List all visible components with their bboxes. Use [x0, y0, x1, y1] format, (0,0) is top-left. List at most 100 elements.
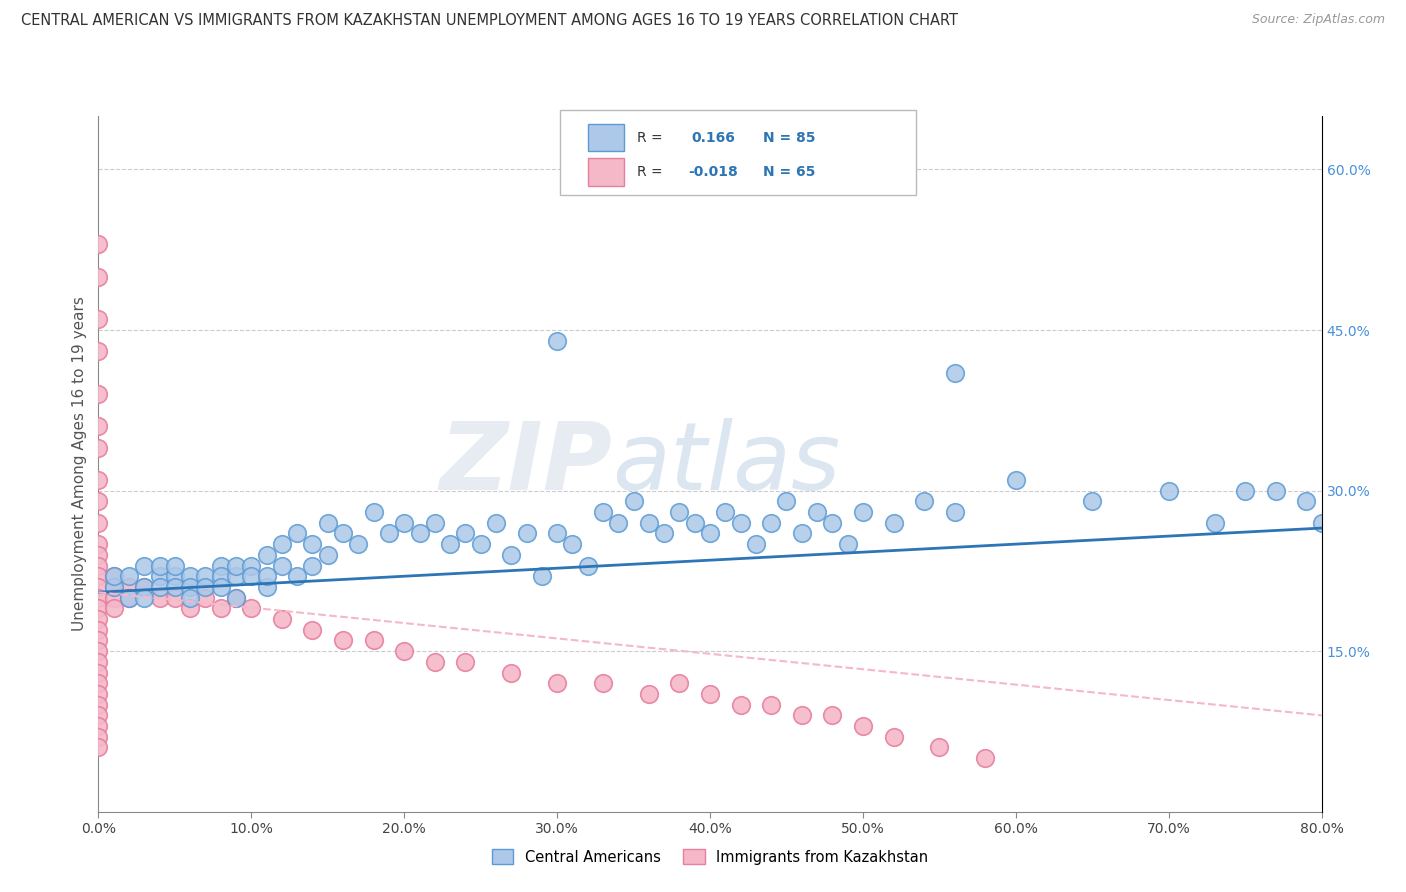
Point [163, 580, 186, 594]
Point [546, 334, 568, 348]
FancyBboxPatch shape [588, 159, 624, 186]
Point [87, 719, 110, 733]
Point [378, 526, 401, 541]
Legend: Central Americans, Immigrants from Kazakhstan: Central Americans, Immigrants from Kazak… [485, 844, 935, 871]
Point [270, 537, 292, 551]
Point [607, 516, 630, 530]
Text: R =: R = [637, 130, 666, 145]
Point [256, 548, 278, 562]
Point [821, 708, 844, 723]
Point [730, 516, 752, 530]
Point [87, 473, 110, 487]
Point [87, 730, 110, 744]
Point [592, 676, 614, 690]
Point [118, 569, 141, 583]
Point [699, 526, 721, 541]
Point [301, 537, 323, 551]
Point [668, 676, 690, 690]
Point [501, 548, 523, 562]
Point [87, 676, 110, 690]
Point [883, 730, 905, 744]
Point [87, 387, 110, 401]
Point [225, 558, 247, 573]
Point [134, 580, 156, 594]
Point [87, 644, 110, 658]
Point [87, 558, 110, 573]
Point [285, 526, 308, 541]
Point [837, 537, 859, 551]
Point [974, 751, 997, 765]
Point [363, 633, 385, 648]
Point [225, 591, 247, 605]
Point [240, 601, 263, 615]
Point [87, 516, 110, 530]
Point [134, 591, 156, 605]
Point [759, 516, 782, 530]
Point [1081, 494, 1104, 508]
Point [392, 516, 416, 530]
Text: CENTRAL AMERICAN VS IMMIGRANTS FROM KAZAKHSTAN UNEMPLOYMENT AMONG AGES 16 TO 19 : CENTRAL AMERICAN VS IMMIGRANTS FROM KAZA… [21, 13, 957, 29]
Text: N = 65: N = 65 [762, 165, 815, 179]
Point [1157, 483, 1180, 498]
Point [103, 580, 125, 594]
Point [699, 687, 721, 701]
Point [1310, 516, 1333, 530]
Point [256, 569, 278, 583]
Point [623, 494, 645, 508]
Point [134, 558, 156, 573]
Point [87, 633, 110, 648]
Point [637, 516, 661, 530]
Point [683, 516, 706, 530]
Text: ZIP: ZIP [439, 417, 612, 510]
Point [87, 698, 110, 712]
Point [485, 516, 508, 530]
FancyBboxPatch shape [560, 111, 915, 194]
Point [118, 580, 141, 594]
Point [775, 494, 797, 508]
Point [87, 312, 110, 326]
Point [87, 569, 110, 583]
Point [790, 526, 813, 541]
Point [179, 569, 201, 583]
Point [118, 591, 141, 605]
Point [637, 687, 661, 701]
Point [454, 526, 477, 541]
Point [149, 558, 172, 573]
Point [943, 366, 966, 380]
Point [163, 569, 186, 583]
Text: Source: ZipAtlas.com: Source: ZipAtlas.com [1251, 13, 1385, 27]
Point [209, 580, 232, 594]
Point [118, 591, 141, 605]
Point [103, 601, 125, 615]
Point [87, 441, 110, 455]
Point [225, 569, 247, 583]
Point [790, 708, 813, 723]
Point [103, 569, 125, 583]
Point [1004, 473, 1026, 487]
Point [454, 655, 477, 669]
Point [759, 698, 782, 712]
Point [316, 548, 339, 562]
Point [209, 601, 232, 615]
Point [316, 516, 339, 530]
Point [852, 505, 875, 519]
Point [87, 548, 110, 562]
Point [530, 569, 553, 583]
Point [240, 569, 263, 583]
Point [301, 623, 323, 637]
Point [285, 569, 308, 583]
Point [363, 505, 385, 519]
Point [149, 569, 172, 583]
Point [87, 687, 110, 701]
Point [561, 537, 583, 551]
Point [730, 698, 752, 712]
Y-axis label: Unemployment Among Ages 16 to 19 years: Unemployment Among Ages 16 to 19 years [72, 296, 87, 632]
Point [714, 505, 737, 519]
Text: R =: R = [637, 165, 666, 179]
Point [149, 591, 172, 605]
Point [87, 537, 110, 551]
Point [103, 569, 125, 583]
Point [576, 558, 599, 573]
Point [163, 591, 186, 605]
Point [270, 612, 292, 626]
